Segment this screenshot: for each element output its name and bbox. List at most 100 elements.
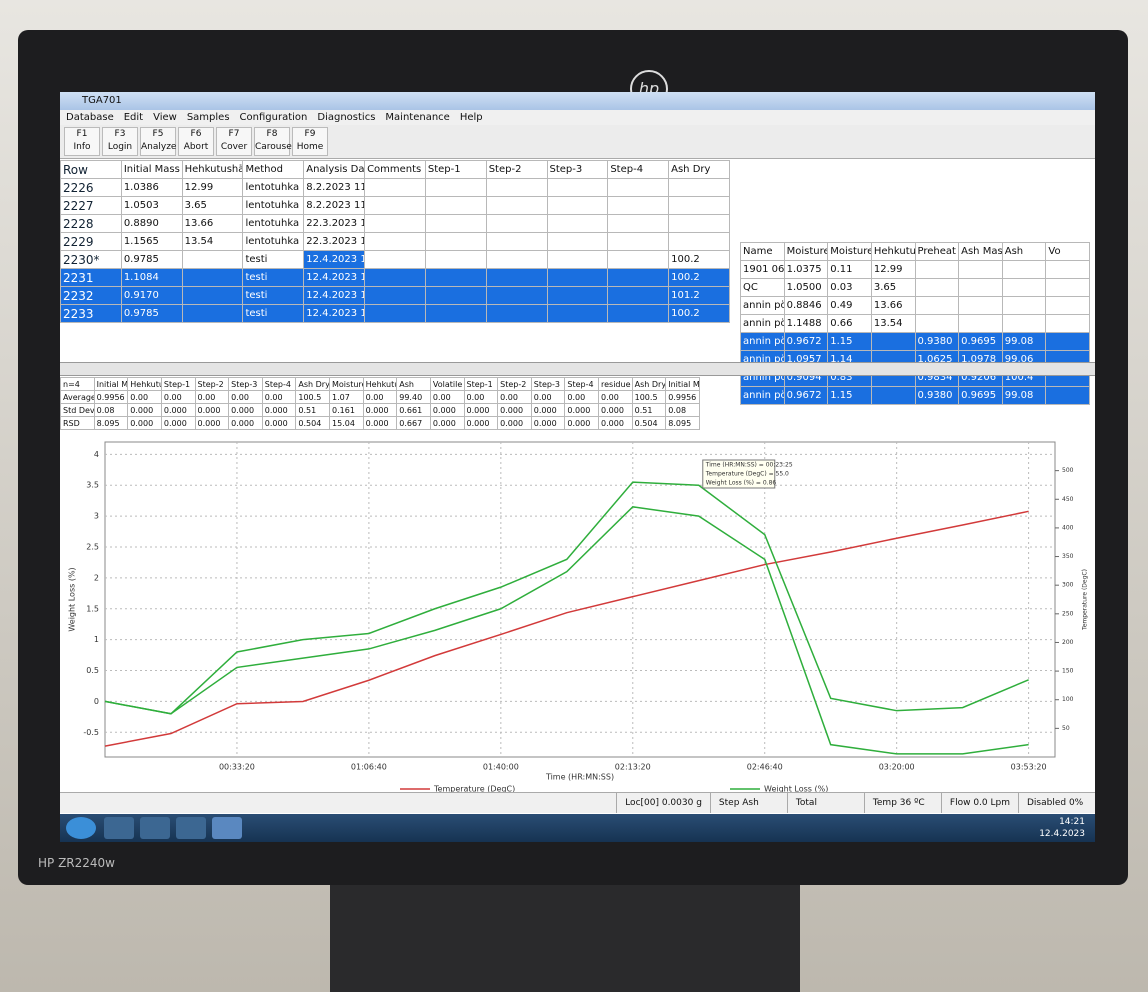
- cell: 12.99: [871, 261, 915, 279]
- clock: 14:21 12.4.2023: [1039, 816, 1085, 840]
- column-header: Ash: [1002, 243, 1046, 261]
- cell: [425, 233, 486, 251]
- cell: [486, 269, 547, 287]
- cell: [915, 315, 959, 333]
- cell: 1.0500: [784, 279, 828, 297]
- cell: [425, 215, 486, 233]
- cell: [1002, 315, 1046, 333]
- cell: 100.5: [632, 391, 666, 404]
- clock-time: 14:21: [1039, 816, 1085, 828]
- menu-item[interactable]: Database: [66, 110, 114, 125]
- taskbar-app[interactable]: [212, 817, 242, 839]
- y-tick-label: 1: [94, 635, 99, 644]
- cell: 0.000: [498, 404, 532, 417]
- column-header: Step-1: [464, 378, 498, 391]
- cell: 0.000: [531, 404, 565, 417]
- taskbar-app[interactable]: [176, 817, 206, 839]
- taskbar-app[interactable]: [140, 817, 170, 839]
- x-tick-label: 00:33:20: [219, 763, 255, 772]
- cell: [959, 297, 1003, 315]
- cell: [959, 315, 1003, 333]
- cell: [915, 279, 959, 297]
- cell: [1046, 315, 1090, 333]
- menu-item[interactable]: Edit: [124, 110, 143, 125]
- menu-item[interactable]: Samples: [187, 110, 230, 125]
- menu-item[interactable]: Diagnostics: [317, 110, 375, 125]
- cell: 2232: [61, 287, 122, 305]
- cell: [608, 197, 669, 215]
- column-header: Initial Mass: [666, 378, 700, 391]
- cell: 0.00: [229, 391, 263, 404]
- cell: testi: [243, 269, 304, 287]
- menu-item[interactable]: Help: [460, 110, 483, 125]
- cell: [547, 233, 608, 251]
- cell: 1.0375: [784, 261, 828, 279]
- y2-axis-title: Temperature (DegC): [1082, 569, 1089, 631]
- cell: [915, 297, 959, 315]
- column-header: Step-2: [195, 378, 229, 391]
- menu-item[interactable]: Configuration: [240, 110, 308, 125]
- cell: lentotuhka: [243, 179, 304, 197]
- column-header: Ash Mass: [959, 243, 1003, 261]
- cell: [669, 179, 730, 197]
- column-header: Step-2: [486, 161, 547, 179]
- tooltip-line: Temperature (DegC) = 55.0: [705, 471, 789, 478]
- menu-item[interactable]: Maintenance: [385, 110, 449, 125]
- cell: [365, 305, 426, 323]
- table-row[interactable]: Std Deviation0.080.0000.0000.0000.0000.0…: [61, 404, 700, 417]
- button-label: Carousel: [255, 141, 289, 154]
- splitter[interactable]: [60, 362, 1095, 376]
- cell: 1.1565: [121, 233, 182, 251]
- cell: 0.000: [229, 404, 263, 417]
- cell: [547, 197, 608, 215]
- column-header: Step-2: [498, 378, 532, 391]
- cell: 8.2.2023 11:31:40: [304, 197, 365, 215]
- taskbar-app[interactable]: [104, 817, 134, 839]
- cell: [1046, 333, 1090, 351]
- cell: 2226: [61, 179, 122, 197]
- cell: [547, 251, 608, 269]
- menu-item[interactable]: View: [153, 110, 177, 125]
- cell: [182, 269, 243, 287]
- y2-tick-label: 300: [1062, 582, 1074, 589]
- status-field: Temp 36 ºC: [864, 793, 941, 813]
- y2-tick-label: 400: [1062, 524, 1074, 531]
- cell: Average: [61, 391, 95, 404]
- cell: [425, 305, 486, 323]
- start-button[interactable]: [66, 817, 96, 839]
- cell: [486, 305, 547, 323]
- cell: [547, 305, 608, 323]
- y-tick-label: 4: [94, 450, 99, 459]
- cell: [486, 197, 547, 215]
- y-axis-title: Weight Loss (%): [68, 567, 77, 631]
- x-tick-label: 01:40:00: [483, 763, 519, 772]
- y2-tick-label: 150: [1062, 668, 1074, 675]
- cell: 0.00: [195, 391, 229, 404]
- cell: 0.9695: [959, 387, 1003, 405]
- cell: 8.2.2023 11:31:40: [304, 179, 365, 197]
- cell: 0.000: [262, 404, 296, 417]
